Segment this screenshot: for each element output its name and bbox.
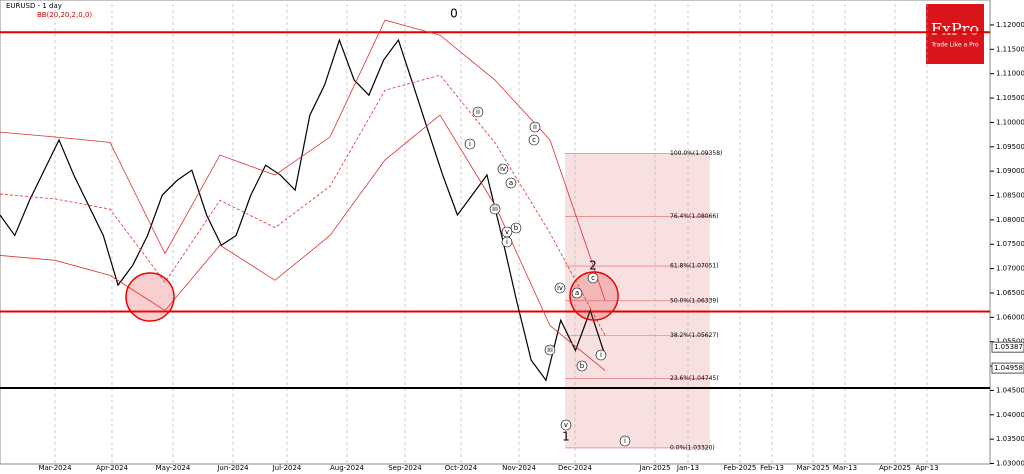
logo (926, 4, 984, 64)
y-tick-label: 1.05500 (996, 338, 1024, 346)
x-tick-label: Jan-2025 (638, 464, 670, 472)
price-line (0, 114, 606, 371)
wave-label: v (505, 228, 509, 236)
wave-circle (571, 287, 583, 299)
wave-label: iv (500, 165, 506, 173)
wave-circle (560, 419, 572, 431)
wave-label: b (514, 224, 519, 232)
y-tick-label: 1.08500 (996, 192, 1024, 200)
x-tick-label: May-2024 (156, 464, 191, 472)
wave-circle (544, 344, 556, 356)
wave-label: iv (557, 284, 563, 292)
y-tick-label: 1.06500 (996, 289, 1024, 297)
x-tick-label: Sep-2024 (388, 464, 422, 472)
wave-circle (576, 360, 588, 372)
wave-circle (554, 282, 566, 294)
wave-label: v (564, 421, 568, 429)
wave-label: a (509, 179, 513, 187)
fib-label: 50.0%(1.06339) (670, 297, 719, 304)
fib-label: 76.4%(1.08066) (670, 213, 719, 220)
y-tick-label: 1.10000 (996, 118, 1024, 126)
price-line (0, 38, 606, 382)
logo-tagline: Trade Like a Pro (930, 42, 979, 49)
wave-label: c (591, 274, 595, 282)
wave-label: 0 (450, 7, 458, 21)
wave-label: i (469, 140, 471, 148)
x-tick-label: Apr-2025 (879, 464, 911, 472)
wave-label: b (580, 362, 585, 370)
x-tick-label: Apr-13 (915, 464, 938, 472)
x-tick-label: Oct-2024 (445, 464, 478, 472)
x-tick-label: Feb-2025 (724, 464, 757, 472)
indicator-label: BB(20,20,2,0,0) (37, 11, 92, 19)
x-tick-label: Mar-2025 (796, 464, 829, 472)
y-tick-label: 1.06000 (996, 313, 1024, 321)
fib-label: 38.2%(1.05627) (670, 332, 719, 339)
wave-label: i (624, 437, 626, 445)
y-tick-label: 1.09500 (996, 143, 1024, 151)
plot-frame (0, 0, 991, 465)
highlight-circle (569, 271, 619, 321)
logo-name: FxPro (931, 20, 979, 39)
y-tick-label: 1.08000 (996, 216, 1024, 224)
price-tag-label: 1.04958 (994, 364, 1023, 372)
y-tick-label: 1.11500 (996, 45, 1024, 53)
x-tick-label: Jul-2024 (272, 464, 302, 472)
x-tick-label: Dec-2024 (558, 464, 592, 472)
wave-label: a (575, 289, 579, 297)
wave-label: i (600, 351, 602, 359)
fib-label: 61.8%(1.07051) (670, 263, 719, 270)
y-tick-label: 1.07000 (996, 265, 1024, 273)
wave-label: 2 (589, 259, 597, 273)
x-tick-label: Apr-2024 (96, 464, 129, 472)
chart-title: EURUSD - 1 day (6, 2, 62, 10)
wave-circle (587, 272, 599, 284)
x-tick-label: Feb-13 (760, 464, 784, 472)
x-tick-label: Aug-2024 (330, 464, 365, 472)
wave-circle (497, 163, 509, 175)
wave-label: i (506, 238, 508, 246)
wave-circle (619, 435, 631, 447)
y-tick-label: 1.10500 (996, 94, 1024, 102)
wave-label: iii (492, 205, 498, 213)
wave-label: 1 (562, 430, 570, 444)
wave-circle (510, 222, 522, 234)
price-tag-label: 1.05387 (994, 343, 1023, 351)
fib-label: 23.6%(1.04745) (670, 375, 719, 382)
wave-circle (528, 134, 540, 146)
wave-circle (529, 121, 541, 133)
wave-circle (505, 177, 517, 189)
y-tick-label: 1.07500 (996, 240, 1024, 248)
wave-circle (464, 138, 476, 150)
wave-label: ii (476, 108, 480, 116)
x-tick-label: Mar-2024 (38, 464, 72, 472)
y-tick-label: 1.03500 (996, 435, 1024, 443)
wave-circle (501, 236, 513, 248)
x-tick-label: Jan-13 (676, 464, 699, 472)
price-line (0, 74, 606, 336)
y-tick-label: 1.04000 (996, 411, 1024, 419)
fib-label: 0.0%(1.03320) (670, 444, 715, 451)
highlight-circle (125, 272, 175, 322)
y-tick-label: 1.09000 (996, 167, 1024, 175)
y-tick-label: 1.11000 (996, 70, 1024, 78)
wave-circle (489, 203, 501, 215)
wave-circle (472, 106, 484, 118)
y-tick-label: 1.04500 (996, 386, 1024, 394)
y-tick-label: 1.03000 (996, 460, 1024, 468)
price-tag (991, 362, 1024, 374)
price-tag (991, 341, 1024, 353)
price-line (0, 19, 606, 301)
wave-circle (595, 349, 607, 361)
wave-label: iii (547, 346, 553, 354)
x-tick-label: Jun-2024 (216, 464, 249, 472)
y-tick-label: 1.12000 (996, 21, 1024, 29)
x-tick-label: Mar-13 (833, 464, 857, 472)
wave-label: c (532, 136, 536, 144)
wave-label: ii (533, 123, 537, 131)
fib-label: 100.0%(1.09358) (670, 150, 722, 157)
x-tick-label: Nov-2024 (502, 464, 536, 472)
